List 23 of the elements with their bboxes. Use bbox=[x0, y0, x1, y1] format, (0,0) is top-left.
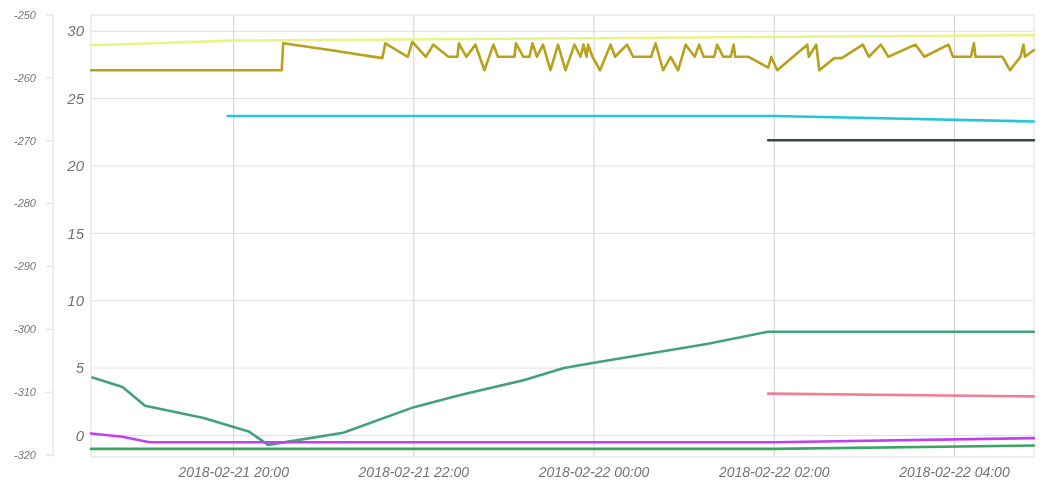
y2-tick-label: -310 bbox=[13, 386, 37, 399]
x-tick-label: 2018-02-22 00:00 bbox=[537, 464, 650, 480]
line-series bbox=[89, 40, 1036, 72]
y2-tick-label: -260 bbox=[13, 71, 37, 84]
y2-tick-label: -280 bbox=[13, 197, 37, 210]
y2-tick-label: -250 bbox=[13, 8, 37, 21]
line-series bbox=[89, 432, 1036, 444]
x-tick-label: 2018-02-21 20:00 bbox=[177, 464, 290, 480]
y-tick-label: 20 bbox=[66, 157, 85, 175]
y-tick-label: 15 bbox=[67, 224, 85, 242]
y-tick-label: 25 bbox=[66, 89, 85, 107]
y-tick-label: 10 bbox=[67, 291, 85, 309]
y-tick-label: 5 bbox=[75, 359, 85, 377]
y-tick-label: 30 bbox=[67, 22, 85, 40]
line-series bbox=[91, 330, 1036, 447]
y2-tick-label: -300 bbox=[13, 323, 37, 336]
y-tick-label: 0 bbox=[75, 426, 85, 444]
x-tick-label: 2018-02-21 22:00 bbox=[357, 464, 470, 480]
y2-tick-label: -290 bbox=[13, 260, 37, 273]
y2-tick-label: -270 bbox=[13, 134, 37, 147]
x-tick-label: 2018-02-22 02:00 bbox=[717, 464, 830, 480]
x-tick-label: 2018-02-22 04:00 bbox=[898, 464, 1010, 480]
y2-tick-label: -320 bbox=[13, 448, 37, 461]
